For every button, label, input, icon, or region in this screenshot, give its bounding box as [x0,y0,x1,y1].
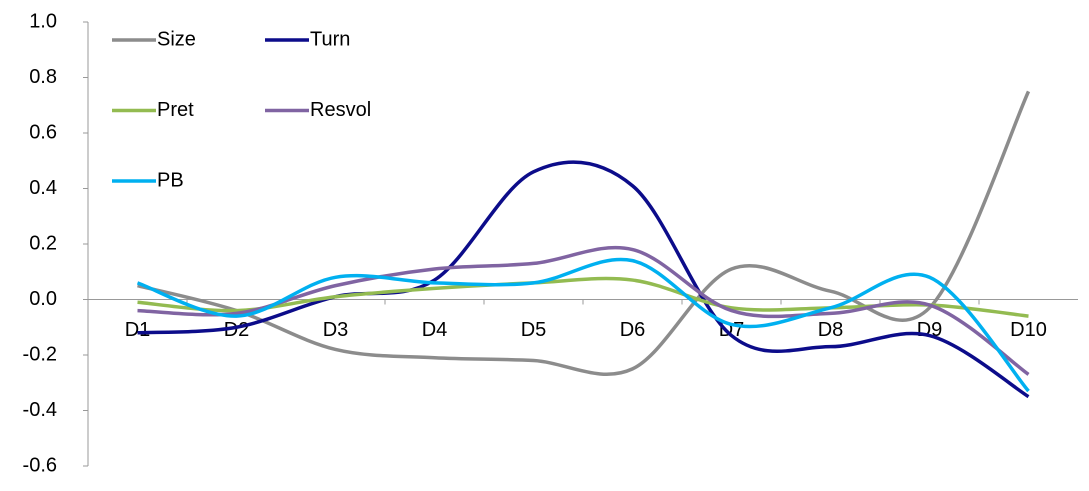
y-tick-label: 1.0 [29,10,57,32]
x-tick-label: D6 [620,319,646,341]
series-line [137,160,1030,399]
x-tick-label: D8 [818,319,844,341]
legend-label: Turn [310,28,350,50]
y-tick-label: 0.0 [29,288,57,310]
series-line [136,257,1030,393]
x-tick-label: D3 [323,319,349,341]
series-line [137,276,1029,318]
y-tick-label: -0.6 [23,454,57,476]
legend-label: PB [157,169,184,191]
y-tick-label: -0.4 [23,399,57,421]
x-tick-label: D1 [125,319,151,341]
x-tick-label: D4 [422,319,448,341]
series-line [137,90,1031,377]
x-tick-label: D5 [521,319,547,341]
series-line [137,245,1030,376]
y-tick-label: 0.6 [29,121,57,143]
y-tick-label: 0.4 [29,177,57,199]
legend-label: Pret [157,99,194,121]
y-tick-label: 0.2 [29,232,57,254]
y-tick-label: -0.2 [23,343,57,365]
x-tick-label: D10 [1010,319,1047,341]
legend-label: Resvol [310,99,371,121]
y-tick-label: 0.8 [29,66,57,88]
legend-label: Size [157,28,196,50]
